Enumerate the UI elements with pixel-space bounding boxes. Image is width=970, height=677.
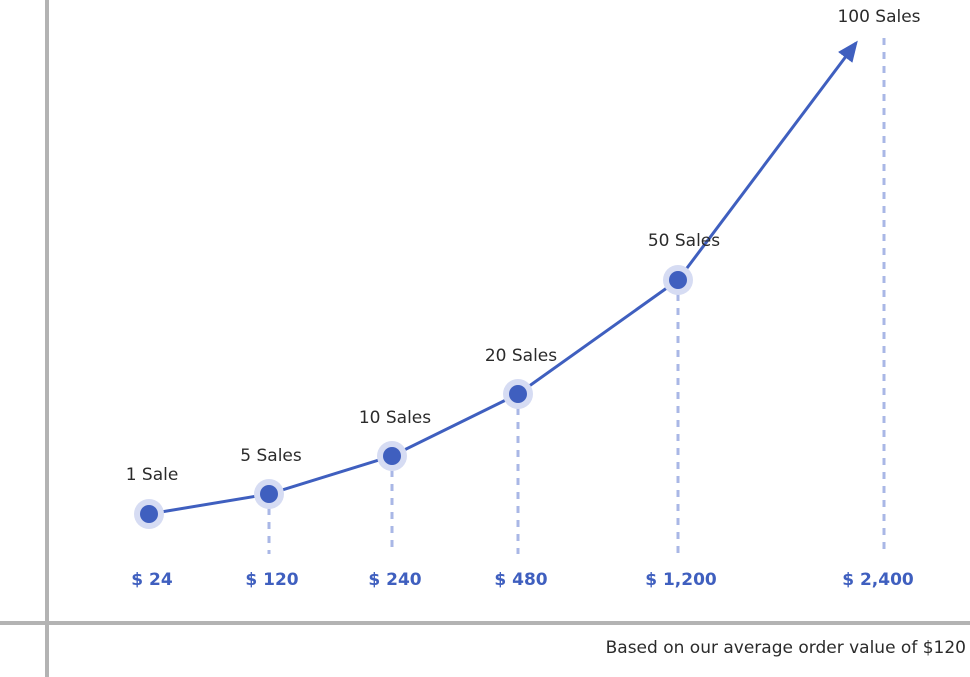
guide-lines [267, 38, 886, 554]
x-tick-label: $ 240 [368, 570, 421, 590]
point-label: 10 Sales [359, 408, 431, 428]
data-point [509, 385, 527, 403]
data-point [260, 485, 278, 503]
point-labels: 1 Sale 5 Sales 10 Sales 20 Sales 50 Sales 100… [126, 7, 921, 485]
point-label: 1 Sale [126, 465, 179, 485]
x-tick-label: $ 480 [494, 570, 547, 590]
point-label: 5 Sales [240, 446, 302, 466]
point-label: 20 Sales [485, 346, 557, 366]
x-tick-label: $ 2,400 [842, 570, 914, 590]
footnote: Based on our average order value of $120 [605, 638, 966, 658]
x-tick-label: $ 24 [131, 570, 173, 590]
series-arrow [676, 40, 858, 281]
point-label: 50 Sales [648, 231, 720, 251]
x-tick-labels: $ 24 $ 120 $ 240 $ 480 $ 1,200 $ 2,400 [131, 570, 914, 590]
data-point [669, 271, 687, 289]
markers [134, 265, 693, 529]
x-tick-label: $ 1,200 [645, 570, 717, 590]
x-tick-label: $ 120 [245, 570, 298, 590]
point-label: 100 Sales [837, 7, 920, 27]
series-line [148, 278, 679, 516]
data-point [383, 447, 401, 465]
data-point [140, 505, 158, 523]
